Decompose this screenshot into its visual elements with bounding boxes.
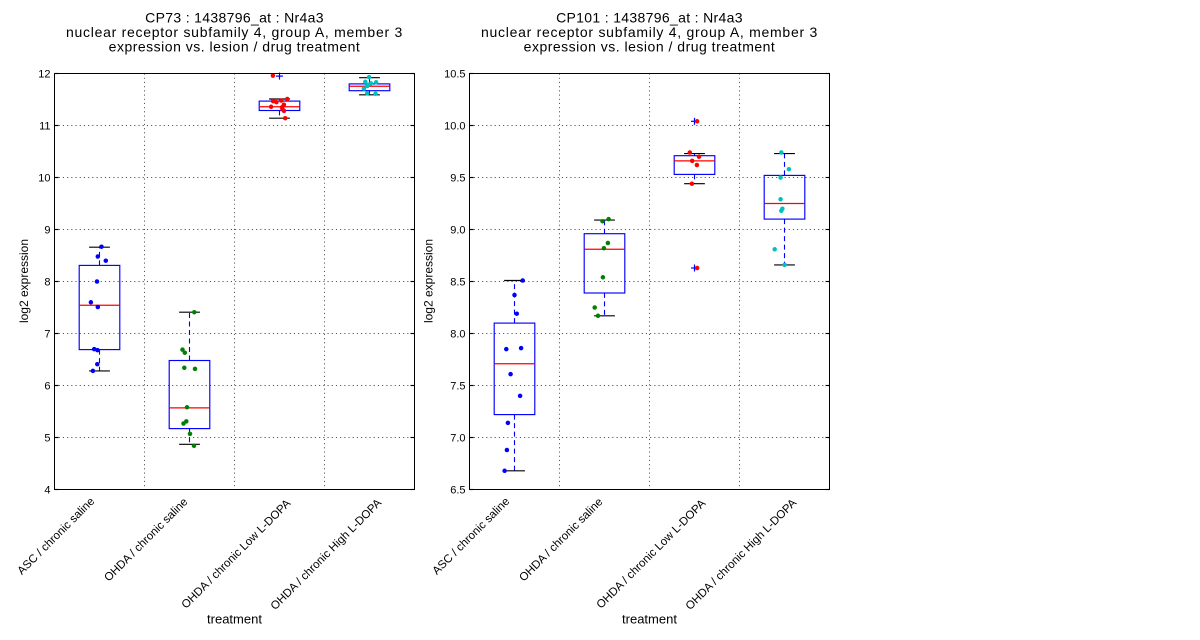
- svg-text:6.5: 6.5: [450, 484, 465, 496]
- svg-text:7.0: 7.0: [450, 432, 465, 444]
- svg-text:CP73 : 1438796_at : Nr4a3: CP73 : 1438796_at : Nr4a3: [145, 9, 324, 25]
- svg-text:4: 4: [44, 484, 50, 496]
- svg-text:nuclear receptor subfamily 4,: nuclear receptor subfamily 4, group A, m…: [66, 24, 403, 40]
- svg-text:9.0: 9.0: [450, 224, 465, 236]
- svg-text:5: 5: [44, 432, 50, 444]
- svg-text:expression vs. lesion / drug t: expression vs. lesion / drug treatment: [524, 39, 776, 55]
- svg-text:10.0: 10.0: [444, 120, 465, 132]
- svg-text:8.0: 8.0: [450, 328, 465, 340]
- svg-text:12: 12: [38, 68, 50, 80]
- svg-text:9: 9: [44, 224, 50, 236]
- svg-text:7: 7: [44, 328, 50, 340]
- svg-text:nuclear receptor subfamily 4,: nuclear receptor subfamily 4, group A, m…: [481, 24, 818, 40]
- svg-text:log2 expression: log2 expression: [421, 239, 435, 323]
- svg-text:10: 10: [38, 172, 50, 184]
- svg-text:treatment: treatment: [622, 612, 677, 627]
- svg-text:10.5: 10.5: [444, 68, 465, 80]
- svg-text:8: 8: [44, 276, 50, 288]
- svg-text:6: 6: [44, 380, 50, 392]
- svg-text:11: 11: [39, 120, 50, 132]
- svg-text:log2 expression: log2 expression: [17, 239, 31, 323]
- svg-text:9.5: 9.5: [450, 172, 465, 184]
- svg-text:expression vs. lesion / drug t: expression vs. lesion / drug treatment: [109, 39, 361, 55]
- svg-text:8.5: 8.5: [450, 276, 465, 288]
- svg-text:CP101 : 1438796_at : Nr4a3: CP101 : 1438796_at : Nr4a3: [556, 9, 743, 25]
- svg-text:treatment: treatment: [207, 612, 262, 627]
- svg-text:7.5: 7.5: [450, 380, 465, 392]
